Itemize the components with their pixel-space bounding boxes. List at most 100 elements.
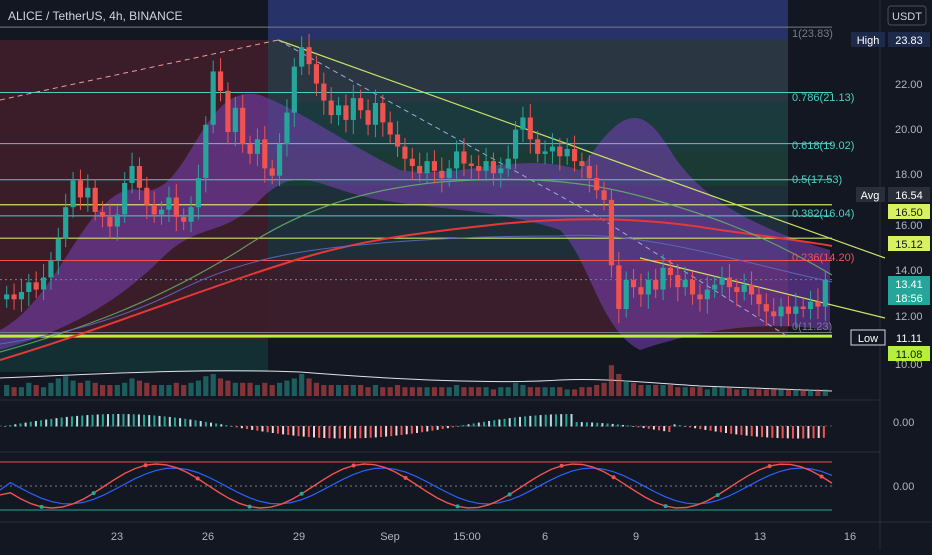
volume-bar: [48, 382, 54, 396]
macd-histogram-bar: [40, 420, 43, 427]
macd-histogram-bar: [230, 426, 233, 427]
macd-histogram-bar: [678, 425, 681, 427]
macd-histogram-bar: [513, 417, 516, 427]
macd-histogram-bar: [647, 426, 650, 429]
volume-bar: [763, 389, 769, 396]
volume-bar: [402, 387, 408, 396]
candle-body: [505, 158, 511, 169]
volume-bar: [586, 387, 592, 396]
candle-body: [734, 287, 740, 293]
price-axis[interactable]: 22.00 20.00 18.00 16.00 14.00 12.00 10.0…: [850, 32, 930, 371]
volume-bar: [144, 382, 150, 396]
macd-histogram-bar: [137, 414, 140, 427]
candle-body: [217, 71, 224, 91]
stoch-cross-dot: [611, 475, 616, 480]
candle-body: [815, 301, 821, 307]
macd-histogram-bar: [575, 422, 578, 427]
volume-bar: [276, 382, 283, 396]
macd-histogram-bar: [544, 414, 547, 427]
volume-bar: [446, 387, 452, 396]
high-value: 23.83: [895, 35, 923, 47]
macd-histogram-bar: [431, 426, 434, 431]
fib-label-05: 0.5(17.53): [792, 174, 842, 186]
candle-body: [785, 306, 792, 314]
candle-body: [667, 267, 674, 276]
currency-button-label[interactable]: USDT: [892, 11, 922, 23]
stoch-cross-dot: [715, 493, 720, 498]
stoch-cross-dot: [819, 474, 824, 479]
macd-histogram-bar: [405, 426, 408, 435]
currency-button[interactable]: [887, 5, 927, 26]
candle-body: [276, 144, 283, 176]
candle-body: [158, 209, 165, 215]
stoch-d-line: [0, 463, 833, 509]
volume-bar: [365, 387, 371, 396]
macd-histogram-bar: [359, 426, 362, 439]
price-tick: 20.00: [895, 124, 923, 136]
macd-histogram-bar: [719, 426, 722, 433]
macd-histogram-bar: [184, 418, 187, 427]
volume-bar: [372, 385, 379, 396]
ma-green-line: [0, 178, 833, 353]
volume-bar: [439, 387, 445, 396]
trend-line-lower: [639, 257, 886, 319]
stoch-cross-dot: [91, 491, 96, 496]
time-tick: 6: [542, 531, 548, 543]
macd-histogram-bar: [34, 421, 37, 427]
macd-histogram-bar: [153, 415, 156, 427]
macd-histogram-bar: [534, 415, 537, 427]
volume-bar: [269, 385, 275, 396]
macd-histogram-bar: [215, 423, 218, 427]
volume-bar: [535, 387, 541, 396]
volume-bar: [579, 387, 585, 396]
candle-body: [26, 282, 32, 293]
candle-body: [431, 161, 438, 171]
candle-body: [535, 139, 541, 154]
volume-bar: [719, 387, 725, 396]
macd-histogram-bar: [436, 426, 439, 430]
macd-value: 0.00: [893, 417, 914, 429]
time-axis[interactable]: 23 26 29 Sep 15:00 6 9 13 16: [111, 531, 856, 543]
macd-histogram-bar: [107, 414, 109, 427]
macd-histogram-bar: [652, 426, 655, 430]
low-value: 11.11: [896, 333, 922, 345]
macd-histogram-bar: [498, 419, 501, 427]
volume-bar: [173, 382, 179, 396]
candle-body: [409, 158, 415, 166]
volume-bar: [682, 387, 688, 396]
candle-body: [92, 187, 98, 213]
candle-body: [778, 306, 784, 317]
macd-histogram-bar: [96, 414, 99, 427]
macd-histogram-bar: [477, 422, 480, 427]
low-tag: [850, 329, 886, 346]
volume-bar: [18, 387, 25, 396]
level-16-50-value: 16.50: [895, 207, 923, 219]
volume-bar: [741, 389, 747, 396]
candle-body: [653, 279, 659, 290]
candle-body: [365, 110, 371, 125]
macd-histogram-bar: [132, 414, 135, 427]
volume-bar: [549, 387, 556, 396]
candle-body: [372, 102, 379, 125]
macd-histogram-bar: [333, 426, 336, 439]
volume-bar: [726, 387, 733, 396]
price-tick: 14.00: [895, 265, 923, 277]
candle-body: [99, 212, 106, 217]
candle-body: [313, 64, 320, 84]
volume-bar: [387, 387, 393, 396]
macd-histogram-bar: [807, 426, 810, 439]
candle-body: [225, 90, 231, 133]
volume-bar: [291, 378, 297, 396]
volume-bar: [313, 382, 320, 396]
candle-body: [291, 66, 297, 113]
macd-histogram-bar: [549, 414, 552, 427]
macd-histogram-bar: [565, 414, 568, 427]
candle-body: [424, 161, 430, 174]
volume-bar: [704, 389, 710, 396]
candle-body: [358, 98, 364, 111]
candle-body: [512, 129, 519, 159]
fib-label-0618: 0.618(19.02): [792, 140, 854, 152]
macd-histogram-bar: [704, 426, 707, 430]
